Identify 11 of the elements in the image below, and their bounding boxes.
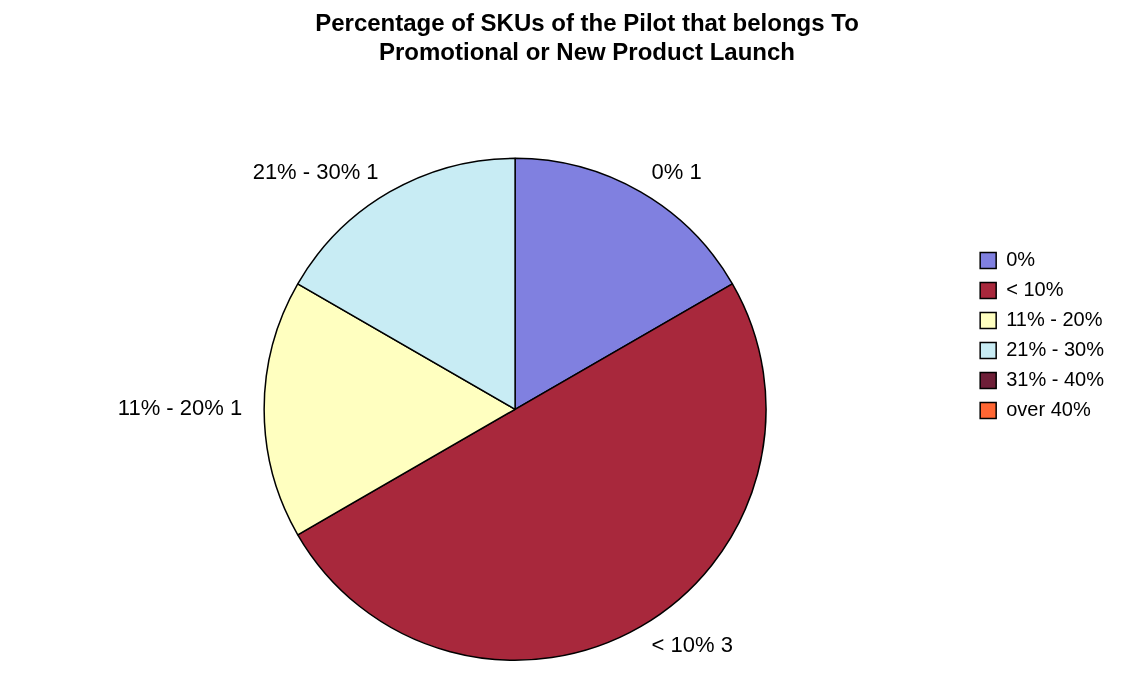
legend-label: 21% - 30%	[1006, 338, 1105, 361]
legend-label: over 40%	[1006, 398, 1091, 421]
chart-title: Percentage of SKUs of the Pilot that belongs To Promotional or New Product Launch	[315, 9, 859, 65]
legend-label: < 10%	[1006, 278, 1064, 301]
legend-label: 11% - 20%	[1006, 308, 1103, 331]
category-label: 21% - 30% 1	[252, 158, 379, 184]
legend-label: 0%	[1006, 248, 1036, 271]
category-label: 11% - 20% 1	[117, 395, 243, 421]
category-label: < 10% 3	[651, 631, 733, 657]
legend-label: 31% - 40%	[1006, 368, 1105, 391]
category-label: 0% 1	[651, 158, 702, 184]
